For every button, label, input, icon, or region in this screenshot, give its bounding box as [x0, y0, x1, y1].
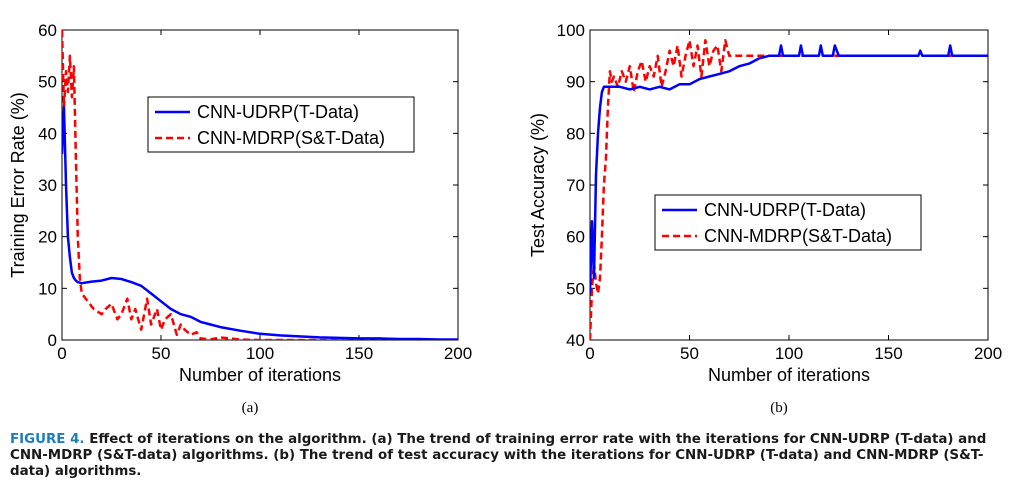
legend-box-a — [147, 96, 415, 153]
y-tick-label: 10 — [38, 279, 57, 298]
legend-label-b-mdrp: CNN-MDRP(S&T-Data) — [704, 226, 892, 246]
figure: 0 50 100 150 200 0 10 20 30 40 50 60 Number of iter… — [8, 21, 1002, 416]
x-tick-label: 50 — [680, 344, 699, 363]
ticks-a: 0 50 100 150 200 0 10 20 30 40 50 60 — [38, 21, 472, 363]
y-tick-label: 40 — [566, 331, 585, 350]
y-tick-label: 50 — [566, 279, 585, 298]
y-tick-label: 100 — [557, 21, 585, 40]
ticks-b: 0 50 100 150 200 40 50 60 70 80 90 100 — [557, 21, 1003, 363]
panel-b: 0 50 100 150 200 40 50 60 70 80 90 100 Number of it… — [528, 21, 1002, 416]
y-axis-label-b: Test Accuracy (%) — [528, 113, 548, 257]
y-tick-label: 80 — [566, 124, 585, 143]
y-tick-label: 30 — [38, 176, 57, 195]
x-tick-label: 100 — [246, 344, 274, 363]
y-tick-label: 50 — [38, 73, 57, 92]
legend-label-a-mdrp: CNN-MDRP(S&T-Data) — [197, 128, 385, 148]
x-tick-label: 50 — [152, 344, 171, 363]
figure-caption: FIGURE 4. Effect of iterations on the al… — [10, 432, 1005, 480]
legend-b: CNN-UDRP(T-Data) CNN-MDRP(S&T-Data) — [654, 194, 922, 251]
y-tick-label: 20 — [38, 228, 57, 247]
x-tick-label: 200 — [444, 344, 472, 363]
x-tick-label: 150 — [874, 344, 902, 363]
y-tick-label: 70 — [566, 176, 585, 195]
x-tick-label: 0 — [585, 344, 594, 363]
caption-text: Effect of iterations on the algorithm. (… — [10, 432, 987, 479]
series-line-b-mdrp — [590, 39, 988, 340]
panel-a: 0 50 100 150 200 0 10 20 30 40 50 60 Number of iter… — [8, 21, 472, 416]
y-tick-label: 40 — [38, 124, 57, 143]
series-a — [62, 30, 458, 340]
legend-label-b-udrp: CNN-UDRP(T-Data) — [704, 200, 866, 220]
x-axis-label-a: Number of iterations — [179, 365, 341, 385]
plot-frame-a — [61, 29, 459, 341]
figure-label: FIGURE 4. — [10, 432, 85, 447]
x-tick-label: 0 — [57, 344, 66, 363]
y-axis-label-a: Training Error Rate (%) — [8, 92, 28, 277]
y-tick-label: 0 — [48, 331, 57, 350]
series-line-a-udrp — [62, 106, 458, 340]
series-b — [590, 39, 988, 340]
x-tick-label: 200 — [974, 344, 1002, 363]
x-tick-label: 100 — [775, 344, 803, 363]
legend-label-a-udrp: CNN-UDRP(T-Data) — [197, 102, 359, 122]
y-tick-label: 90 — [566, 73, 585, 92]
panel-label-a: (a) — [242, 400, 259, 416]
legend-a: CNN-UDRP(T-Data) CNN-MDRP(S&T-Data) — [147, 96, 415, 153]
x-axis-label-b: Number of iterations — [708, 365, 870, 385]
series-line-a-mdrp — [62, 30, 458, 340]
panel-label-b: (b) — [770, 400, 788, 416]
plot-frame-b — [589, 29, 989, 341]
y-tick-label: 60 — [38, 21, 57, 40]
legend-box-b — [654, 194, 922, 251]
x-tick-label: 150 — [345, 344, 373, 363]
series-line-b-udrp — [590, 44, 988, 294]
y-tick-label: 60 — [566, 228, 585, 247]
